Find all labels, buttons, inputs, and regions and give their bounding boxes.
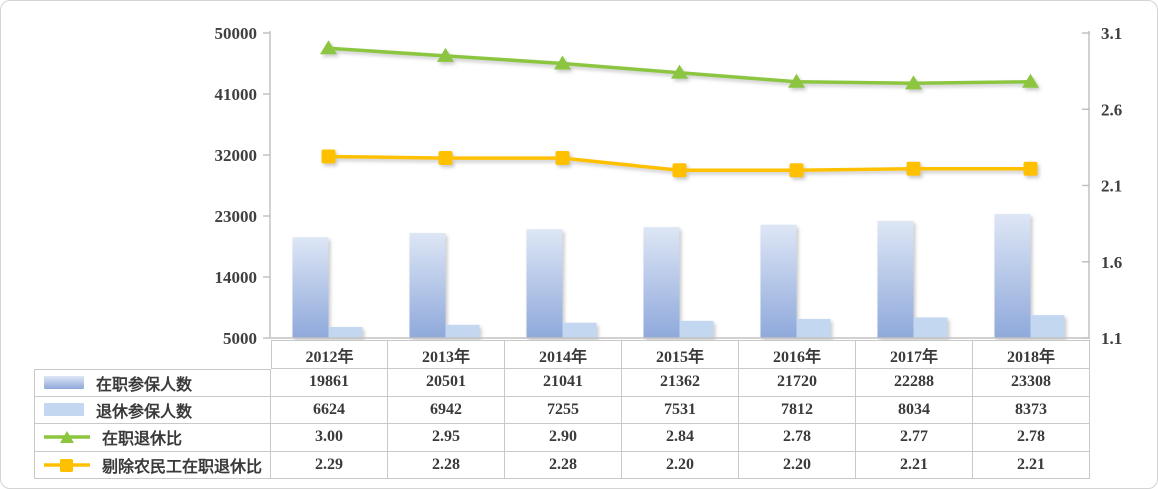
value-cell: 2.95 bbox=[388, 424, 505, 452]
value-cell: 21041 bbox=[505, 369, 622, 397]
value-cell: 7812 bbox=[739, 396, 856, 424]
square-marker bbox=[555, 151, 570, 166]
value-cell: 2.78 bbox=[739, 424, 856, 452]
value-cell: 22288 bbox=[856, 369, 973, 397]
year-header: 2016年 bbox=[739, 340, 856, 369]
value-cell: 2.20 bbox=[739, 451, 856, 479]
retired-insured-bar bbox=[328, 326, 363, 338]
triangle-marker bbox=[905, 75, 922, 90]
square-line-swatch bbox=[44, 457, 90, 473]
value-cell: 2.29 bbox=[271, 451, 388, 479]
legend-cell: 剔除农民工在职退休比 bbox=[34, 451, 271, 479]
data-table: 2012年 2013年 2014年 2015年 2016年 2017年 2018年在职参保人… bbox=[34, 340, 1090, 479]
triangle-marker bbox=[788, 73, 805, 88]
triangle-marker bbox=[437, 47, 454, 62]
value-cell: 2.21 bbox=[973, 451, 1090, 479]
value-cell: 6942 bbox=[388, 396, 505, 424]
year-header: 2015年 bbox=[622, 340, 739, 369]
value-cell: 2.90 bbox=[505, 424, 622, 452]
value-cell: 2.21 bbox=[856, 451, 973, 479]
value-cell: 20501 bbox=[388, 369, 505, 397]
triangle-marker bbox=[671, 64, 688, 79]
right-axis-tick-label: 2.1 bbox=[1101, 177, 1122, 196]
value-cell: 2.28 bbox=[505, 451, 622, 479]
value-cell: 2.84 bbox=[622, 424, 739, 452]
ratio-excl-migrant-line bbox=[321, 149, 1038, 178]
square-marker bbox=[672, 163, 687, 178]
value-cell: 21362 bbox=[622, 369, 739, 397]
retired-insured-bar-swatch bbox=[44, 403, 84, 417]
square-marker bbox=[1023, 161, 1038, 176]
legend-cell: 在职参保人数 bbox=[34, 369, 271, 397]
year-header: 2018年 bbox=[973, 340, 1090, 369]
right-axis-tick-label: 2.6 bbox=[1101, 100, 1122, 119]
left-axis-tick-label: 14000 bbox=[215, 268, 258, 287]
square-marker bbox=[321, 149, 336, 164]
value-cell: 8373 bbox=[973, 396, 1090, 424]
active-insured-bar bbox=[409, 232, 446, 338]
left-axis-tick-label: 41000 bbox=[215, 85, 258, 104]
triangle-marker bbox=[320, 40, 337, 55]
right-axis-tick-label: 1.1 bbox=[1101, 329, 1122, 348]
active-insured-bar bbox=[760, 224, 797, 338]
value-cell: 2.77 bbox=[856, 424, 973, 452]
axes bbox=[263, 31, 1090, 339]
retired-insured-bar bbox=[913, 317, 948, 338]
legend-label: 在职退休比 bbox=[102, 431, 183, 449]
active-insured-bar bbox=[994, 213, 1031, 338]
table-corner-placeholder bbox=[34, 340, 271, 369]
legend-label: 在职参保人数 bbox=[96, 376, 193, 394]
triangle-marker bbox=[554, 55, 571, 70]
value-cell: 19861 bbox=[271, 369, 388, 397]
value-cell: 2.78 bbox=[973, 424, 1090, 452]
retired-insured-bar bbox=[562, 322, 597, 338]
year-header: 2012年 bbox=[271, 340, 388, 369]
retired-insured-bar bbox=[679, 320, 714, 338]
active-retired-ratio-line bbox=[320, 40, 1039, 90]
left-axis-tick-label: 5000 bbox=[223, 329, 257, 348]
legend-label: 剔除农民工在职退休比 bbox=[102, 458, 263, 476]
left-axis-tick-label: 50000 bbox=[215, 24, 258, 43]
value-cell: 8034 bbox=[856, 396, 973, 424]
value-cell: 7531 bbox=[622, 396, 739, 424]
active-insured-bar bbox=[292, 237, 329, 338]
right-axis-tick-label: 1.6 bbox=[1101, 253, 1122, 272]
legend-cell: 退休参保人数 bbox=[34, 396, 271, 424]
square-marker bbox=[906, 161, 921, 176]
active-insured-bar-swatch bbox=[44, 376, 84, 390]
retired-insured-bar bbox=[445, 324, 480, 338]
square-marker bbox=[789, 163, 804, 178]
active-insured-bar bbox=[526, 229, 563, 338]
value-cell: 23308 bbox=[973, 369, 1090, 397]
left-axis-tick-label: 32000 bbox=[215, 146, 258, 165]
retired-insured-bar bbox=[1030, 315, 1065, 338]
year-header: 2014年 bbox=[505, 340, 622, 369]
value-cell: 2.20 bbox=[622, 451, 739, 479]
value-cell: 7255 bbox=[505, 396, 622, 424]
right-axis-tick-label: 3.1 bbox=[1101, 24, 1122, 43]
year-header: 2017年 bbox=[856, 340, 973, 369]
left-axis-tick-label: 23000 bbox=[215, 207, 258, 226]
active-insured-bar bbox=[643, 227, 680, 338]
year-header: 2013年 bbox=[388, 340, 505, 369]
retired-insured-bar bbox=[796, 318, 831, 338]
triangle-marker bbox=[1022, 73, 1039, 88]
value-cell: 21720 bbox=[739, 369, 856, 397]
legend-cell: 在职退休比 bbox=[34, 424, 271, 452]
active-insured-bar bbox=[877, 220, 914, 338]
square-marker bbox=[438, 151, 453, 166]
value-cell: 2.28 bbox=[388, 451, 505, 479]
value-cell: 3.00 bbox=[271, 424, 388, 452]
value-cell: 6624 bbox=[271, 396, 388, 424]
legend-label: 退休参保人数 bbox=[96, 403, 193, 421]
triangle-line-swatch bbox=[44, 429, 90, 445]
